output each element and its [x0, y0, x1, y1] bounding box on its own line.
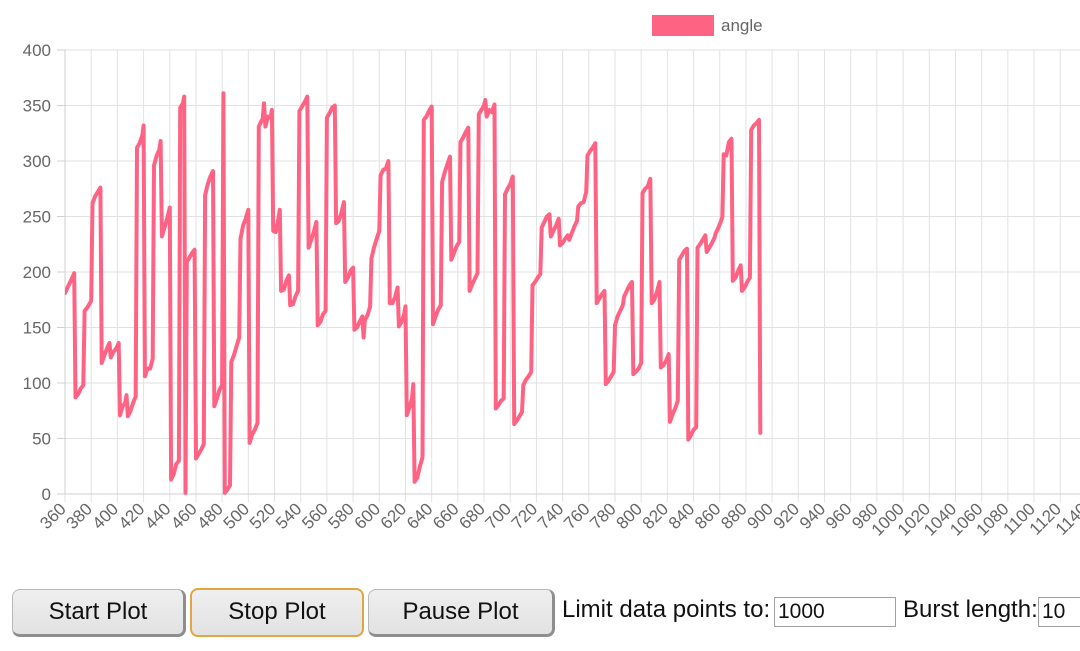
limit-data-points-input[interactable]: [774, 597, 896, 627]
y-tick-label: 50: [32, 430, 51, 449]
stop-plot-button[interactable]: Stop Plot: [190, 588, 364, 637]
chart-area: 0 50 100 150 200 250 300 350 400 360 380 400 420 440 4…: [23, 15, 1080, 540]
start-plot-button[interactable]: Start Plot: [12, 589, 186, 637]
y-tick-label: 350: [23, 97, 51, 116]
y-tick-label: 300: [23, 152, 51, 171]
legend-swatch: [652, 15, 714, 36]
y-tick-label: 200: [23, 263, 51, 282]
y-tick-label: 250: [23, 208, 51, 227]
pause-plot-button[interactable]: Pause Plot: [368, 589, 555, 637]
series-line-angle: [65, 91, 763, 495]
legend-label: angle: [721, 16, 763, 35]
y-tick-label: 0: [42, 485, 51, 504]
y-tick-label: 400: [23, 41, 51, 60]
controls-bar: Start Plot Stop Plot Pause Plot Limit da…: [0, 586, 1080, 642]
angle-line-chart: 0501001502002503003504003603804004204404…: [23, 15, 1080, 540]
legend: angle: [652, 15, 763, 36]
burst-length-label: Burst length:: [903, 596, 1038, 623]
y-tick-label: 100: [23, 374, 51, 393]
y-tick-label: 150: [23, 319, 51, 338]
grid: [57, 49, 1080, 502]
limit-data-points-label: Limit data points to:: [562, 596, 771, 623]
burst-length-input[interactable]: [1038, 597, 1080, 627]
